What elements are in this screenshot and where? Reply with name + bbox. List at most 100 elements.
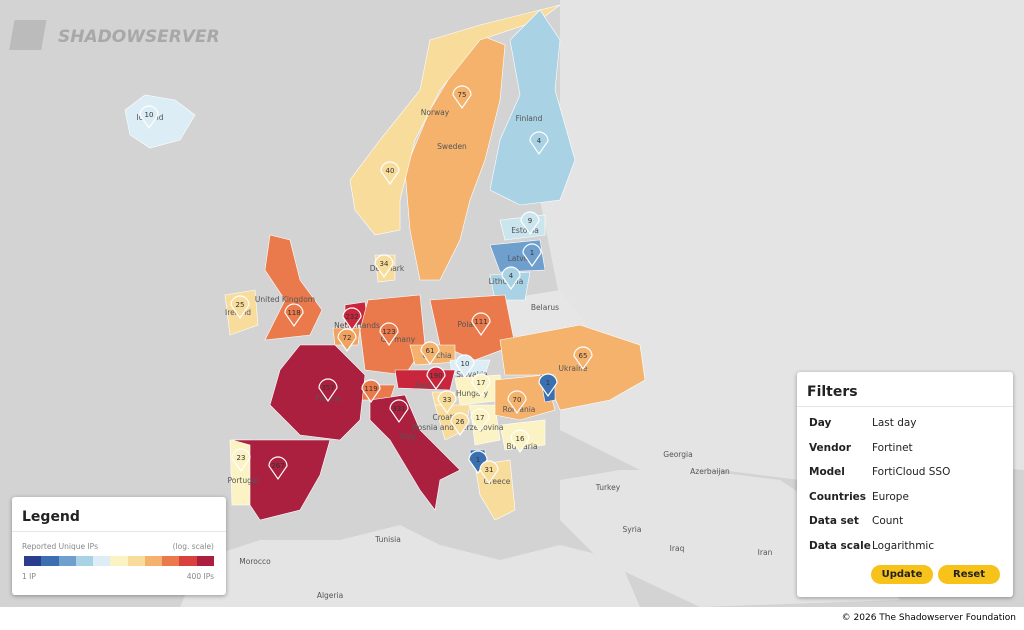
land-africa	[180, 525, 640, 607]
place-label: Georgia	[663, 450, 692, 459]
filter-row: Vendor Fortinet	[797, 436, 1013, 461]
marker-count: 26	[456, 418, 465, 426]
count-marker: 119	[361, 379, 381, 404]
marker-pin	[318, 378, 338, 403]
marker-pin	[501, 266, 521, 291]
count-marker: 1	[538, 373, 558, 398]
legend-panel: Legend Reported Unique IPs (log. scale) …	[12, 497, 226, 595]
marker-pin	[479, 460, 499, 485]
filter-label: Day	[809, 417, 832, 430]
legend-min: 1 IP	[22, 572, 36, 581]
marker-count: 267	[271, 462, 284, 470]
legend-swatch	[127, 556, 145, 566]
count-marker: 1	[468, 450, 488, 475]
legend-swatch	[110, 556, 128, 566]
marker-count: 111	[474, 318, 487, 326]
count-marker: 40	[380, 161, 400, 186]
marker-pin	[337, 328, 357, 353]
marker-count: 65	[579, 352, 588, 360]
marker-pin	[139, 105, 159, 130]
place-label: Sweden	[437, 142, 467, 151]
update-button[interactable]: Update	[871, 565, 933, 584]
legend-swatch	[144, 556, 163, 566]
legend-swatch	[75, 556, 94, 566]
logo-text: SHADOWSERVER	[58, 27, 220, 47]
legend-swatch	[93, 556, 111, 566]
filter-label: Model	[809, 466, 845, 479]
filters-panel: Filters Day Last day Vendor Fortinet Model Fo…	[797, 372, 1013, 597]
marker-count: 17	[477, 379, 486, 387]
country-region	[499, 324, 646, 411]
marker-pin	[471, 312, 491, 337]
country-region	[369, 394, 461, 511]
marker-pin	[450, 412, 470, 437]
count-marker: 75	[452, 85, 472, 110]
filter-row: Data set Count	[797, 509, 1013, 534]
filter-value: Last day	[872, 417, 917, 430]
place-label: Poland	[457, 320, 482, 329]
place-label: Netherlands	[334, 321, 380, 330]
count-marker: 4	[501, 266, 521, 291]
marker-count: 190	[429, 372, 442, 380]
logo-icon	[9, 20, 47, 50]
marker-pin	[573, 346, 593, 371]
marker-pin	[379, 322, 399, 347]
filter-label: Countries	[809, 490, 867, 503]
marker-count: 232	[345, 313, 358, 321]
count-marker: 331	[389, 399, 409, 424]
count-marker: 232	[342, 307, 362, 332]
marker-count: 61	[426, 347, 435, 355]
place-label: United Kingdom	[255, 295, 315, 304]
country-region	[429, 294, 516, 361]
marker-count: 33	[443, 396, 452, 404]
reset-button[interactable]: Reset	[938, 565, 1000, 584]
marker-pin	[452, 85, 472, 110]
marker-pin	[374, 254, 394, 279]
marker-pin	[231, 448, 251, 473]
count-marker: 72	[337, 328, 357, 353]
count-marker: 25	[230, 295, 250, 320]
place-label: Latvia	[508, 254, 531, 263]
marker-count: 1	[546, 379, 550, 387]
place-label: Norway	[421, 108, 450, 117]
place-label: Austria	[415, 381, 442, 390]
marker-pin	[510, 429, 530, 454]
place-label: Iran	[758, 548, 773, 557]
count-marker: 17	[471, 373, 491, 398]
count-marker: 33	[437, 390, 457, 415]
marker-pin	[426, 366, 446, 391]
place-label: Finland	[516, 114, 543, 123]
place-label: Estonia	[511, 226, 539, 235]
place-label: Turkey	[595, 483, 621, 492]
filter-rows: Day Last day Vendor Fortinet Model FortiCloud…	[797, 407, 1013, 558]
marker-pin	[361, 379, 381, 404]
legend-swatch	[179, 556, 197, 566]
place-label: Syria	[623, 525, 642, 534]
marker-count: 10	[145, 111, 154, 119]
count-marker: 31	[479, 460, 499, 485]
map: IcelandNorwaySwedenFinlandEstoniaLatviaL…	[0, 0, 1024, 607]
place-label: Croatia	[433, 413, 460, 422]
count-marker: 65	[573, 346, 593, 371]
count-marker: 61	[420, 341, 440, 366]
filter-label: Data scale	[809, 539, 871, 552]
marker-pin	[268, 456, 288, 481]
count-marker: 17	[470, 408, 490, 433]
marker-count: 357	[321, 384, 334, 392]
filter-row: Data scale Logarithmic	[797, 534, 1013, 559]
marker-count: 34	[380, 260, 389, 268]
legend-body: Reported Unique IPs (log. scale) 1 IP 40…	[12, 532, 226, 592]
legend-swatch	[41, 556, 59, 566]
legend-subtitle: Reported Unique IPs	[22, 542, 98, 551]
copyright: © 2026 The Shadowserver Foundation	[841, 613, 1016, 623]
count-marker: 123	[379, 322, 399, 347]
filter-label: Vendor	[809, 441, 852, 454]
marker-count: 4	[509, 272, 514, 280]
marker-count: 123	[382, 328, 395, 336]
marker-count: 75	[458, 91, 467, 99]
count-marker: 190	[426, 366, 446, 391]
marker-pin	[437, 390, 457, 415]
count-marker: 111	[471, 312, 491, 337]
count-marker: 357	[318, 378, 338, 403]
